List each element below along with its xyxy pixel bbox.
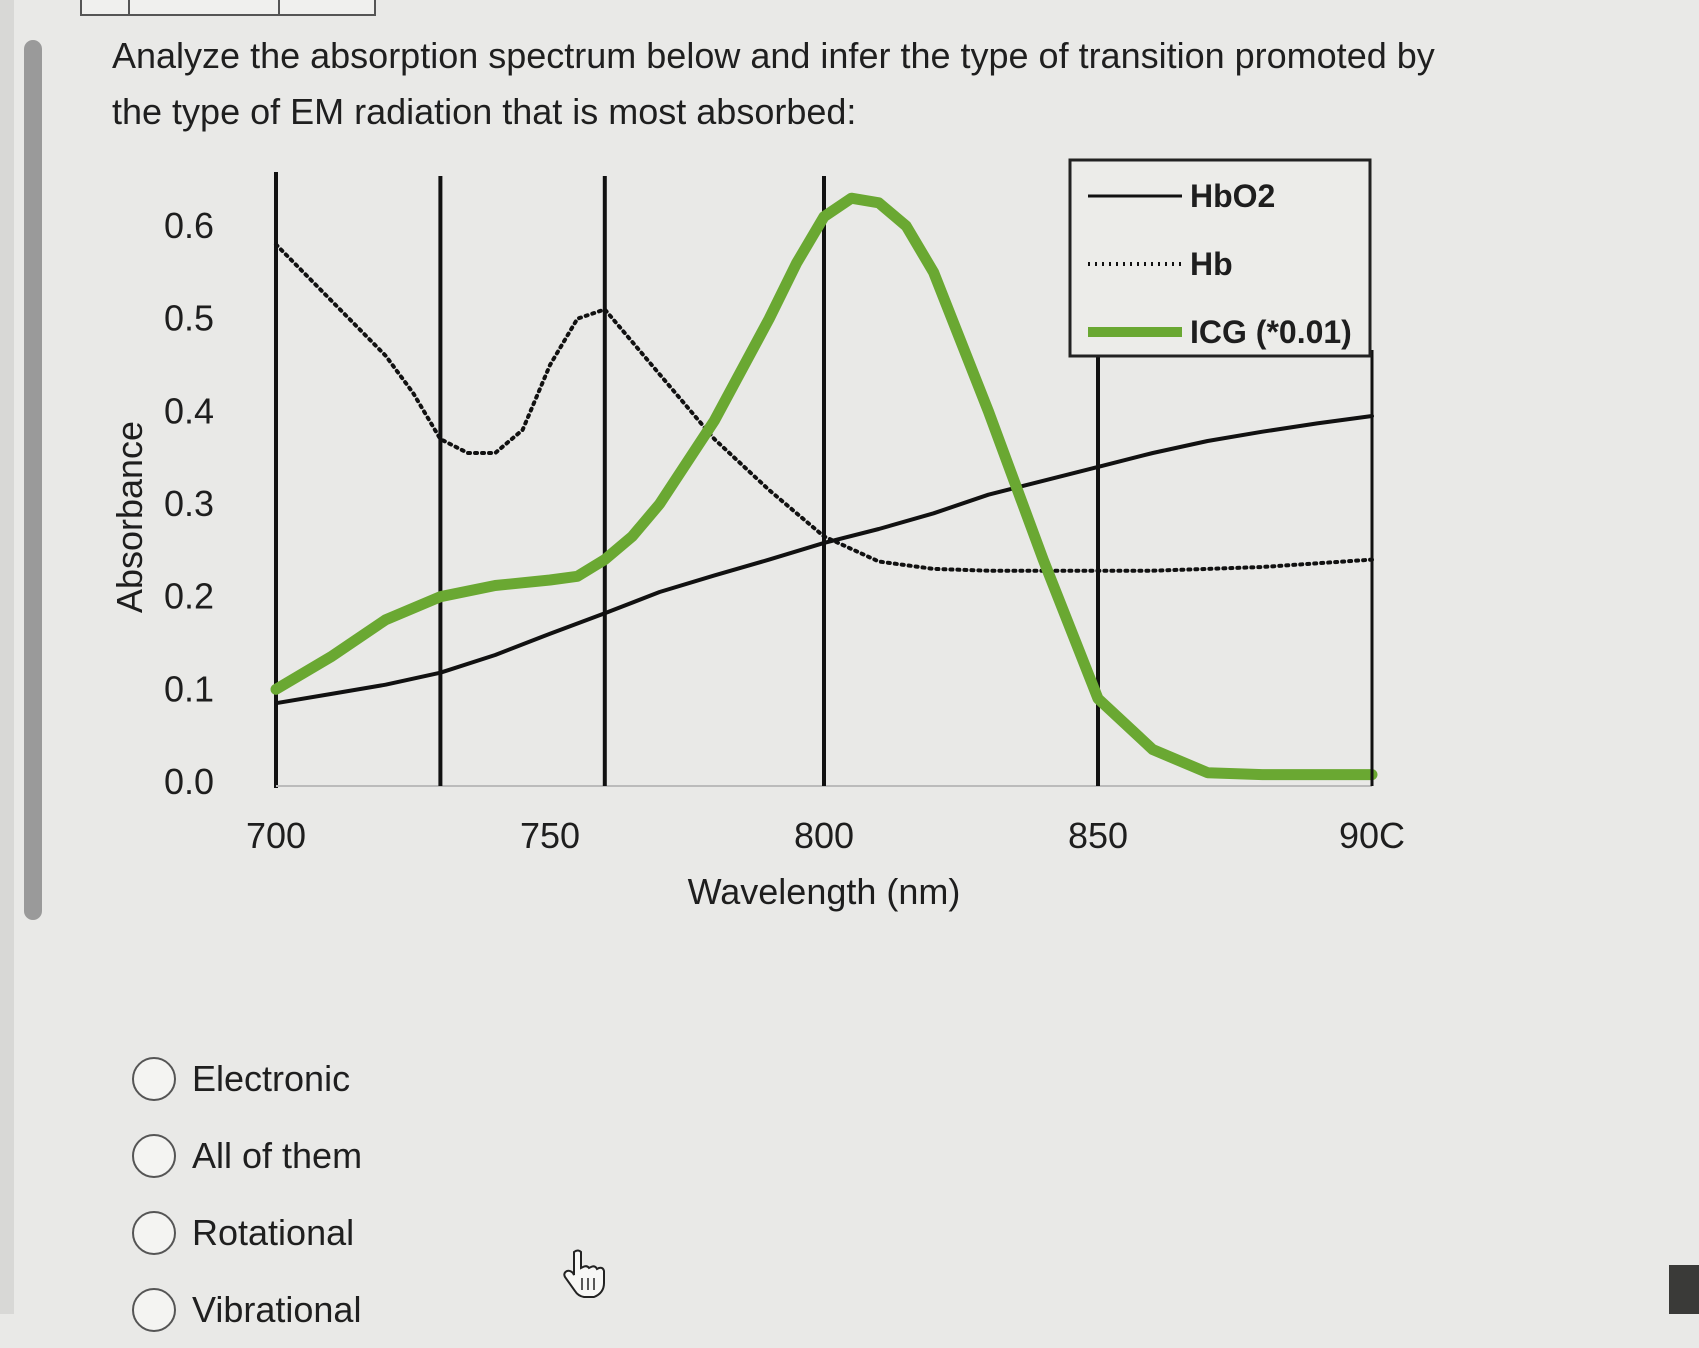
y-tick-label: 0.2 [164,576,214,617]
legend-label: HbO2 [1190,178,1275,214]
radio-button[interactable] [132,1133,176,1178]
series-line-hb [274,242,1374,573]
y-tick-label: 0.0 [164,761,214,802]
x-tick-label: 750 [520,815,580,856]
radio-button[interactable] [132,1210,176,1255]
y-axis-title: Absorbance [110,421,150,613]
series-line-hbo2 [274,414,1374,706]
option-vibrational[interactable]: Vibrational [132,1271,732,1348]
legend-box [1068,158,1372,358]
x-tick-label: 850 [1068,815,1128,856]
option-rotational[interactable]: Rotational [132,1194,732,1271]
series-line-icg-0-01- [270,192,1378,781]
option-label: Electronic [192,1057,351,1099]
option-label: Vibrational [192,1288,362,1330]
option-label: Rotational [192,1211,355,1253]
radio-button[interactable] [132,1287,176,1332]
y-tick-label: 0.1 [164,668,214,709]
tab-divider [278,0,280,14]
y-tick-label: 0.3 [164,483,214,524]
x-tick-label: 800 [794,815,854,856]
option-label: All of them [192,1134,363,1176]
answer-options: Electronic All of them Rotational Vibrat… [132,1040,732,1348]
hand-pointer-icon [560,1248,606,1300]
y-tick-label: 0.5 [164,298,214,339]
option-all-of-them[interactable]: All of them [132,1117,732,1194]
y-tick-label: 0.4 [164,390,214,431]
x-tick-label: 90C [1339,815,1405,856]
y-tick-label: 0.6 [164,205,214,246]
x-axis-title: Wavelength (nm) [688,871,961,912]
chart-svg: 0.6 0.5 0.4 0.3 0.2 0.1 0.0 700 750 800 850 90C Wave… [110,158,1405,912]
legend-label: ICG (*0.01) [1190,314,1352,350]
legend-label: Hb [1190,246,1233,282]
absorption-spectrum-chart: 0.6 0.5 0.4 0.3 0.2 0.1 0.0 700 750 800 850 90C Wave… [110,150,1540,990]
question-text: Analyze the absorption spectrum below an… [112,35,1435,132]
tab-divider [128,0,130,14]
top-tab-strip [80,0,376,16]
option-electronic[interactable]: Electronic [132,1040,732,1117]
scrollbar[interactable] [24,40,42,920]
screen-edge [1669,1265,1699,1314]
x-tick-label: 700 [246,815,306,856]
radio-button[interactable] [132,1056,176,1101]
page-edge [0,0,14,1314]
